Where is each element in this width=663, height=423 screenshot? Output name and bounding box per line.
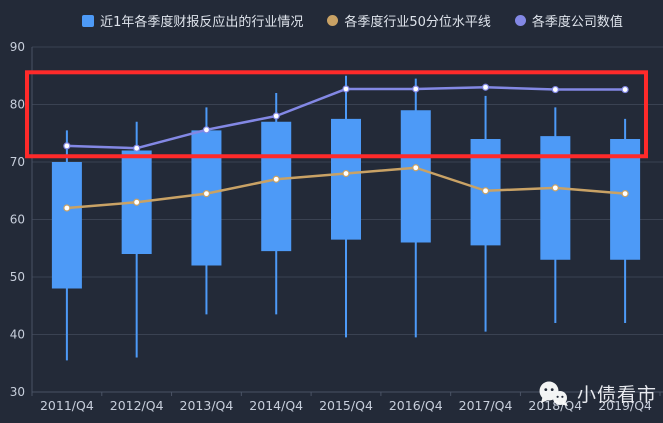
x-tick-label: 2019/Q4 (598, 398, 652, 413)
legend-label: 各季度公司数值 (531, 15, 623, 30)
series-point[interactable] (63, 142, 71, 150)
legend-circle-icon (327, 15, 339, 26)
y-tick-label: 40 (10, 328, 25, 342)
x-tick-label: 2013/Q4 (180, 398, 234, 413)
series-point[interactable] (412, 85, 420, 93)
x-tick-label: 2014/Q4 (249, 398, 303, 413)
series-point[interactable] (551, 184, 559, 192)
series-point[interactable] (272, 112, 280, 120)
series-point[interactable] (621, 85, 629, 94)
candle-box[interactable] (51, 162, 82, 289)
series-point[interactable] (133, 144, 141, 152)
chart-legend: 近1年各季度财报反应出的行业情况 各季度行业50分位水平线 各季度公司数值 (0, 11, 663, 30)
legend-item-industry-boxes[interactable]: 近1年各季度财报反应出的行业情况 (82, 11, 303, 30)
series-point[interactable] (202, 126, 211, 134)
series-point[interactable] (481, 83, 490, 91)
y-tick-label: 90 (10, 40, 25, 54)
legend-item-company-values[interactable]: 各季度公司数值 (514, 11, 623, 30)
series-point[interactable] (412, 164, 420, 172)
series-point[interactable] (133, 198, 141, 206)
y-tick-label: 30 (10, 385, 25, 399)
legend-circle-icon (514, 15, 526, 26)
series-point[interactable] (342, 85, 350, 93)
wechat-icon (539, 381, 568, 406)
x-tick-label: 2016/Q4 (389, 398, 443, 413)
x-tick-label: 2017/Q4 (459, 398, 513, 413)
x-tick-label: 2011/Q4 (40, 398, 94, 413)
y-tick-label: 70 (10, 155, 25, 169)
candle-box[interactable] (191, 130, 222, 266)
y-tick-label: 60 (10, 213, 25, 227)
legend-square-icon (82, 14, 95, 27)
candle-box[interactable] (261, 121, 292, 252)
legend-item-50pct-line[interactable]: 各季度行业50分位水平线 (327, 11, 491, 30)
candle-box[interactable] (400, 110, 431, 243)
watermark-text: 小债看市 (576, 384, 657, 406)
series-point[interactable] (342, 169, 350, 178)
candle-box[interactable] (331, 118, 361, 240)
series-point[interactable] (621, 190, 629, 198)
series-point[interactable] (272, 175, 280, 183)
watermark: 小债看市 (537, 380, 657, 407)
y-tick-label: 50 (10, 270, 25, 284)
series-point[interactable] (481, 187, 490, 195)
series-point[interactable] (63, 204, 71, 212)
y-tick-label: 80 (10, 98, 25, 112)
series-point[interactable] (202, 190, 211, 198)
x-tick-label: 2015/Q4 (319, 398, 373, 413)
series-point[interactable] (551, 85, 559, 94)
x-tick-label: 2012/Q4 (110, 398, 164, 413)
legend-label: 各季度行业50分位水平线 (344, 15, 491, 30)
candle-box[interactable] (610, 139, 641, 260)
legend-label: 近1年各季度财报反应出的行业情况 (100, 15, 304, 30)
annotation-rect (25, 70, 648, 159)
